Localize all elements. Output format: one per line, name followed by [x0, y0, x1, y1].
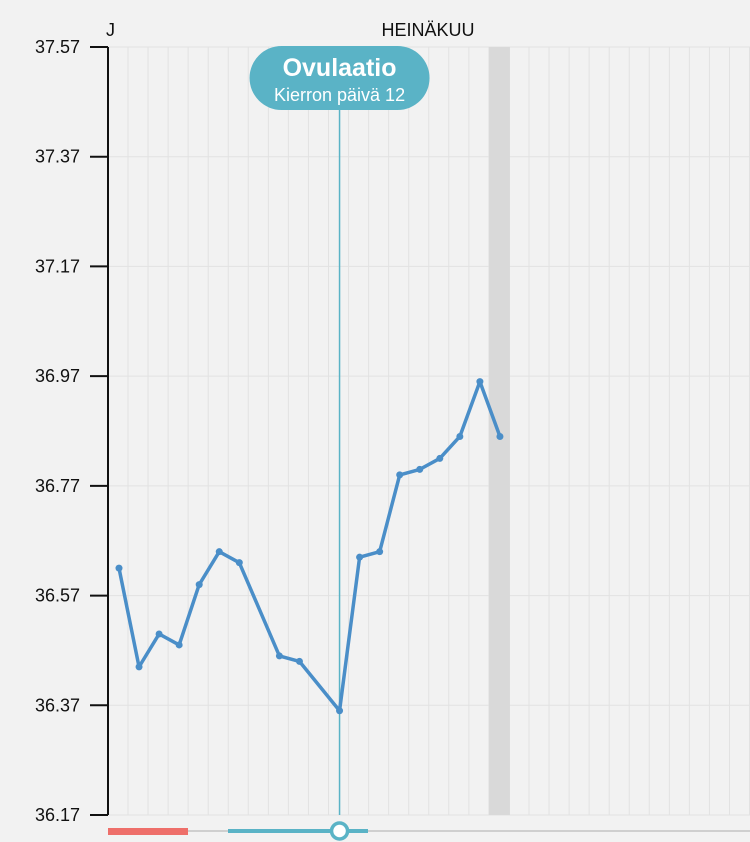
temperature-point[interactable]: [456, 432, 464, 440]
ovulation-bubble[interactable]: Ovulaatio Kierron päivä 12: [249, 46, 430, 110]
scroll-handle[interactable]: [329, 821, 350, 841]
temperature-point[interactable]: [416, 465, 424, 473]
y-tick-label: 37.37: [35, 147, 80, 167]
temperature-point[interactable]: [295, 657, 303, 665]
temperature-point[interactable]: [396, 471, 404, 479]
temperature-point[interactable]: [135, 663, 143, 671]
previous-month-label: J: [106, 20, 115, 40]
ovulation-title: Ovulaatio: [283, 54, 397, 82]
ovulation-subtitle: Kierron päivä 12: [274, 85, 405, 105]
y-axis: 37.57 37.37 37.17 36.97 36.77 36.57 36.37 36.17: [35, 37, 109, 825]
y-tick-label: 36.77: [35, 476, 80, 496]
y-tick-label: 37.57: [35, 37, 80, 57]
temperature-point[interactable]: [336, 707, 344, 715]
ovulation-bubble-background: [249, 46, 430, 110]
temperature-point[interactable]: [436, 454, 444, 462]
y-tick-label: 36.97: [35, 366, 80, 386]
temperature-point[interactable]: [275, 652, 283, 660]
y-tick-label: 36.37: [35, 695, 80, 715]
period-indicator-bar: [108, 828, 188, 835]
timeline-scrollbar[interactable]: [108, 821, 750, 841]
temperature-point[interactable]: [155, 630, 163, 638]
y-tick-label: 37.17: [35, 256, 80, 276]
temperature-series: [115, 378, 504, 715]
chart-grid: [108, 46, 750, 816]
temperature-point[interactable]: [496, 432, 504, 440]
temperature-point[interactable]: [175, 641, 183, 649]
temperature-point[interactable]: [376, 548, 384, 556]
temperature-point[interactable]: [235, 559, 243, 567]
temperature-point[interactable]: [215, 548, 223, 556]
fertile-window-bar: [228, 829, 368, 833]
temperature-point[interactable]: [356, 553, 364, 561]
y-tick-label: 36.57: [35, 586, 80, 606]
temperature-point[interactable]: [476, 378, 484, 386]
temperature-point[interactable]: [115, 564, 123, 572]
temperature-line: [117, 379, 502, 713]
temperature-point[interactable]: [195, 581, 203, 589]
month-label: HEINÄKUU: [381, 20, 474, 40]
y-tick-label: 36.17: [35, 805, 80, 825]
